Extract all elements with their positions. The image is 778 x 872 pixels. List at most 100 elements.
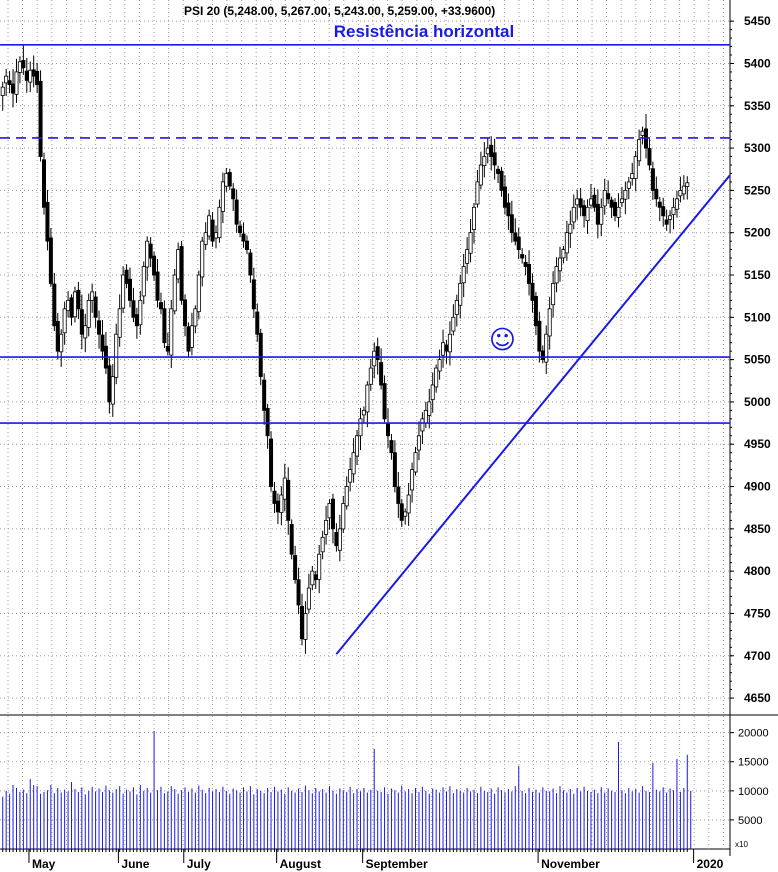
candle-body: [406, 494, 411, 514]
candle-body: [623, 189, 628, 200]
candle-body: [575, 198, 580, 206]
candle-body: [523, 261, 528, 267]
candle-body: [172, 274, 177, 312]
candle-body: [42, 159, 47, 208]
candle-body: [289, 524, 294, 555]
candle-body: [14, 71, 19, 95]
candle-body: [35, 70, 40, 86]
volume-bars: [2, 730, 692, 849]
candle-body: [183, 299, 188, 327]
candle-body: [265, 408, 270, 437]
candle-body: [334, 532, 339, 547]
chart-header: PSI 20 (5,248.00, 5,267.00, 5,243.00, 5,…: [184, 4, 495, 18]
candle-body: [558, 257, 563, 272]
candle-body: [330, 498, 335, 530]
candle-body: [203, 232, 208, 245]
candle-body: [492, 152, 497, 166]
candle-body: [0, 86, 5, 97]
trendline: [335, 174, 731, 655]
vertical-gridlines: [7, 0, 724, 849]
candle-body: [561, 249, 566, 259]
candle-body: [513, 232, 518, 242]
candle-body: [76, 289, 81, 310]
candle-body: [279, 494, 284, 514]
candle-body: [45, 201, 50, 242]
candle-body: [313, 574, 318, 581]
candle-body: [358, 418, 363, 437]
volume-axis-ticks: 20000 15000 10000 5000: [730, 728, 769, 827]
candle-body: [520, 254, 525, 259]
candle-body: [7, 80, 12, 86]
candle-body: [540, 350, 545, 361]
candle-body: [396, 486, 401, 504]
candle-body: [434, 367, 439, 388]
candle-body: [506, 202, 511, 217]
candle-body: [368, 367, 373, 385]
candle-body: [293, 555, 298, 581]
candle-body: [90, 291, 95, 301]
candle-body: [626, 181, 631, 189]
price-tick-label: 4750: [744, 606, 771, 620]
candle-body: [72, 291, 77, 318]
candle-body: [664, 219, 669, 225]
candle-body: [475, 181, 480, 205]
candle-body: [544, 333, 549, 363]
candle-body: [365, 384, 370, 413]
candle-body: [385, 423, 390, 437]
candle-body: [258, 332, 263, 377]
candle-body: [410, 469, 415, 491]
volume-tick-label: 15000: [738, 757, 769, 769]
candle-body: [482, 156, 487, 167]
candle-body: [210, 219, 215, 242]
candle-body: [231, 188, 236, 200]
price-axis-ticks: 5450 5400 5350 5300 5250 5200 5150 5100 5050 5000…: [730, 14, 771, 705]
candle-body: [238, 225, 243, 234]
date-tick-label: November: [541, 857, 600, 871]
candle-body: [599, 206, 604, 225]
candle-body: [668, 215, 673, 220]
candle-body: [592, 194, 597, 208]
candle-body: [348, 469, 353, 483]
candle-body: [444, 344, 449, 352]
candle-body: [681, 185, 686, 195]
candle-body: [4, 75, 9, 84]
candle-body: [169, 308, 174, 356]
candle-body: [282, 477, 287, 500]
candle-body: [602, 189, 607, 207]
candle-body: [200, 240, 205, 278]
candle-body: [355, 435, 360, 457]
candle-body: [217, 206, 222, 238]
candle-body: [255, 311, 260, 335]
candle-body: [606, 193, 611, 200]
candle-body: [637, 139, 642, 162]
candle-body: [547, 308, 552, 337]
candle-body: [244, 240, 249, 251]
candle-body: [213, 232, 218, 239]
candle-body: [423, 409, 428, 424]
price-tick-label: 5150: [744, 268, 771, 282]
candle-body: [299, 606, 304, 640]
price-tick-label: 5350: [744, 99, 771, 113]
chart-subtitle: Resistência horizontal: [334, 22, 514, 41]
candle-body: [427, 401, 432, 416]
candle-body: [533, 296, 538, 327]
candle-body: [24, 70, 29, 81]
candle-body: [588, 198, 593, 206]
volume-tick-label: 5000: [738, 815, 762, 827]
candle-body: [207, 215, 212, 237]
candle-body: [189, 325, 194, 348]
candle-body: [306, 587, 311, 610]
date-tick-label: August: [280, 857, 321, 871]
date-axis-ticks: MayJuneJulyAugustSeptemberNovember2020Fe…: [2, 849, 724, 871]
candle-body: [269, 438, 274, 487]
volume-tick-label: 20000: [738, 728, 769, 740]
candle-body: [93, 296, 98, 318]
candle-body: [351, 452, 356, 475]
candle-body: [527, 264, 532, 284]
candle-body: [430, 384, 435, 400]
candle-body: [441, 342, 446, 356]
candle-body: [66, 299, 71, 312]
candle-body: [196, 274, 201, 313]
candle-body: [86, 299, 91, 328]
candle-body: [361, 409, 366, 416]
